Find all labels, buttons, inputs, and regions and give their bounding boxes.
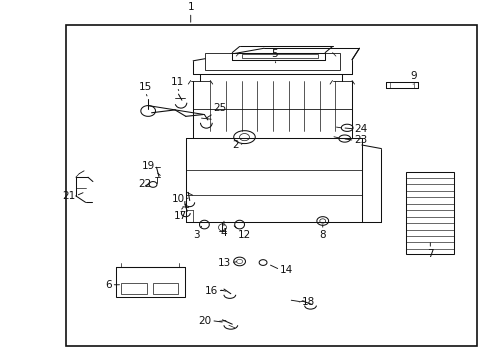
Text: 13: 13 <box>217 257 230 267</box>
Text: 2: 2 <box>231 140 238 150</box>
Bar <box>405 172 453 254</box>
Bar <box>242 54 317 58</box>
Text: 10: 10 <box>171 194 184 204</box>
Text: 8: 8 <box>319 230 325 240</box>
Text: 18: 18 <box>302 297 315 307</box>
Text: 25: 25 <box>213 103 226 113</box>
Text: 9: 9 <box>409 71 416 81</box>
Text: 7: 7 <box>426 249 433 259</box>
Text: 4: 4 <box>220 229 227 238</box>
Text: 19: 19 <box>142 161 155 171</box>
Text: 3: 3 <box>192 230 199 240</box>
Text: 1: 1 <box>187 3 194 13</box>
Text: 11: 11 <box>170 77 183 87</box>
Bar <box>66 25 476 346</box>
Bar <box>205 53 339 71</box>
Text: 21: 21 <box>62 191 76 201</box>
Text: 23: 23 <box>354 135 367 145</box>
Text: 22: 22 <box>138 179 151 189</box>
Text: 24: 24 <box>354 124 367 134</box>
Text: 14: 14 <box>280 265 293 275</box>
Bar <box>121 283 146 294</box>
Text: 5: 5 <box>271 49 278 59</box>
Text: 15: 15 <box>138 82 152 92</box>
Text: 12: 12 <box>238 230 251 240</box>
Text: 20: 20 <box>198 316 211 325</box>
Bar <box>116 267 185 297</box>
Text: 6: 6 <box>104 280 111 290</box>
Text: 17: 17 <box>173 211 186 221</box>
Text: 16: 16 <box>204 286 217 296</box>
Bar <box>152 283 178 294</box>
